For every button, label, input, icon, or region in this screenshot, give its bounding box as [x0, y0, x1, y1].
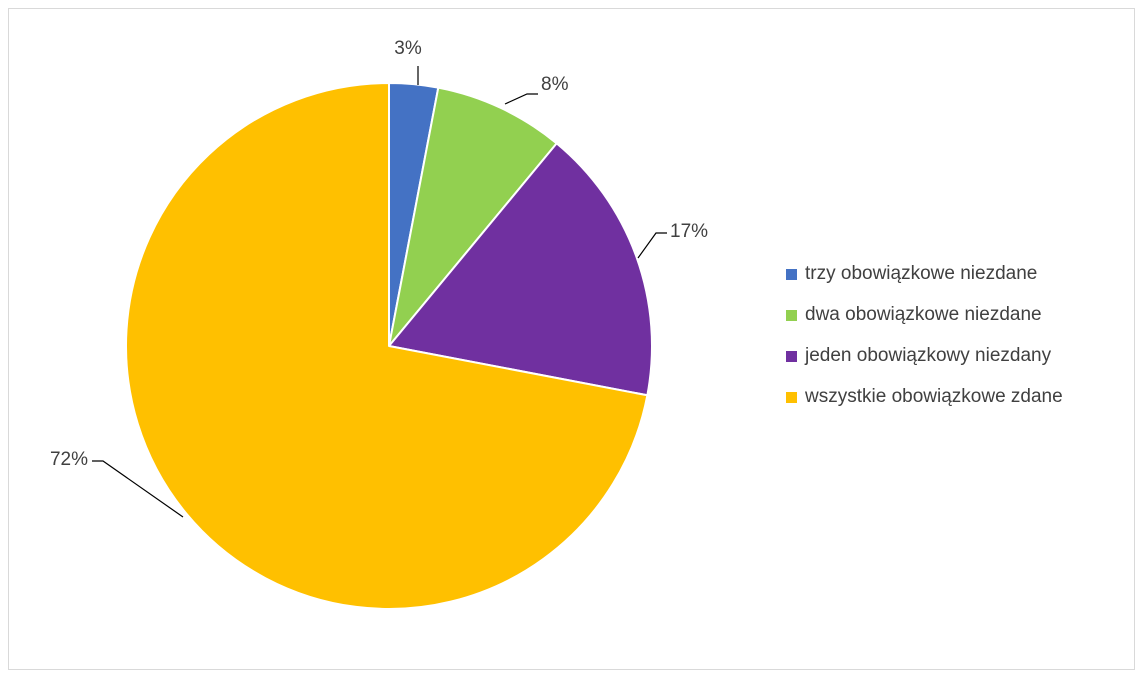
legend-swatch [786, 350, 797, 362]
leader-line-jeden [637, 232, 667, 259]
legend-item-dwa: dwa obowiązkowe niezdane [786, 304, 1131, 326]
legend-swatch [786, 391, 797, 403]
legend-label: trzy obowiązkowe niezdane [805, 263, 1038, 284]
pie-slice-jeden [388, 142, 653, 397]
leader-line-wszystkie [92, 460, 184, 518]
legend-item-trzy: trzy obowiązkowe niezdane [786, 263, 1131, 285]
legend-item-jeden: jeden obowiązkowy niezdany [786, 345, 1131, 367]
legend-label: dwa obowiązkowe niezdane [805, 304, 1042, 325]
data-label-wszystkie: 72% [50, 449, 88, 470]
legend: trzy obowiązkowe niezdane dwa obowiązkow… [786, 263, 1131, 427]
pie-slice-wszystkie [125, 82, 649, 610]
legend-label: wszystkie obowiązkowe zdane [805, 386, 1063, 407]
legend-swatch [786, 309, 797, 321]
data-label-trzy: 3% [394, 38, 422, 59]
pie-slice-dwa [388, 86, 558, 347]
data-label-dwa: 8% [541, 74, 569, 95]
legend-label: jeden obowiązkowy niezdany [805, 345, 1052, 366]
data-label-jeden: 17% [670, 221, 708, 242]
legend-item-wszystkie: wszystkie obowiązkowe zdane [786, 386, 1131, 408]
legend-swatch [786, 268, 797, 280]
leader-line-dwa [504, 93, 538, 105]
